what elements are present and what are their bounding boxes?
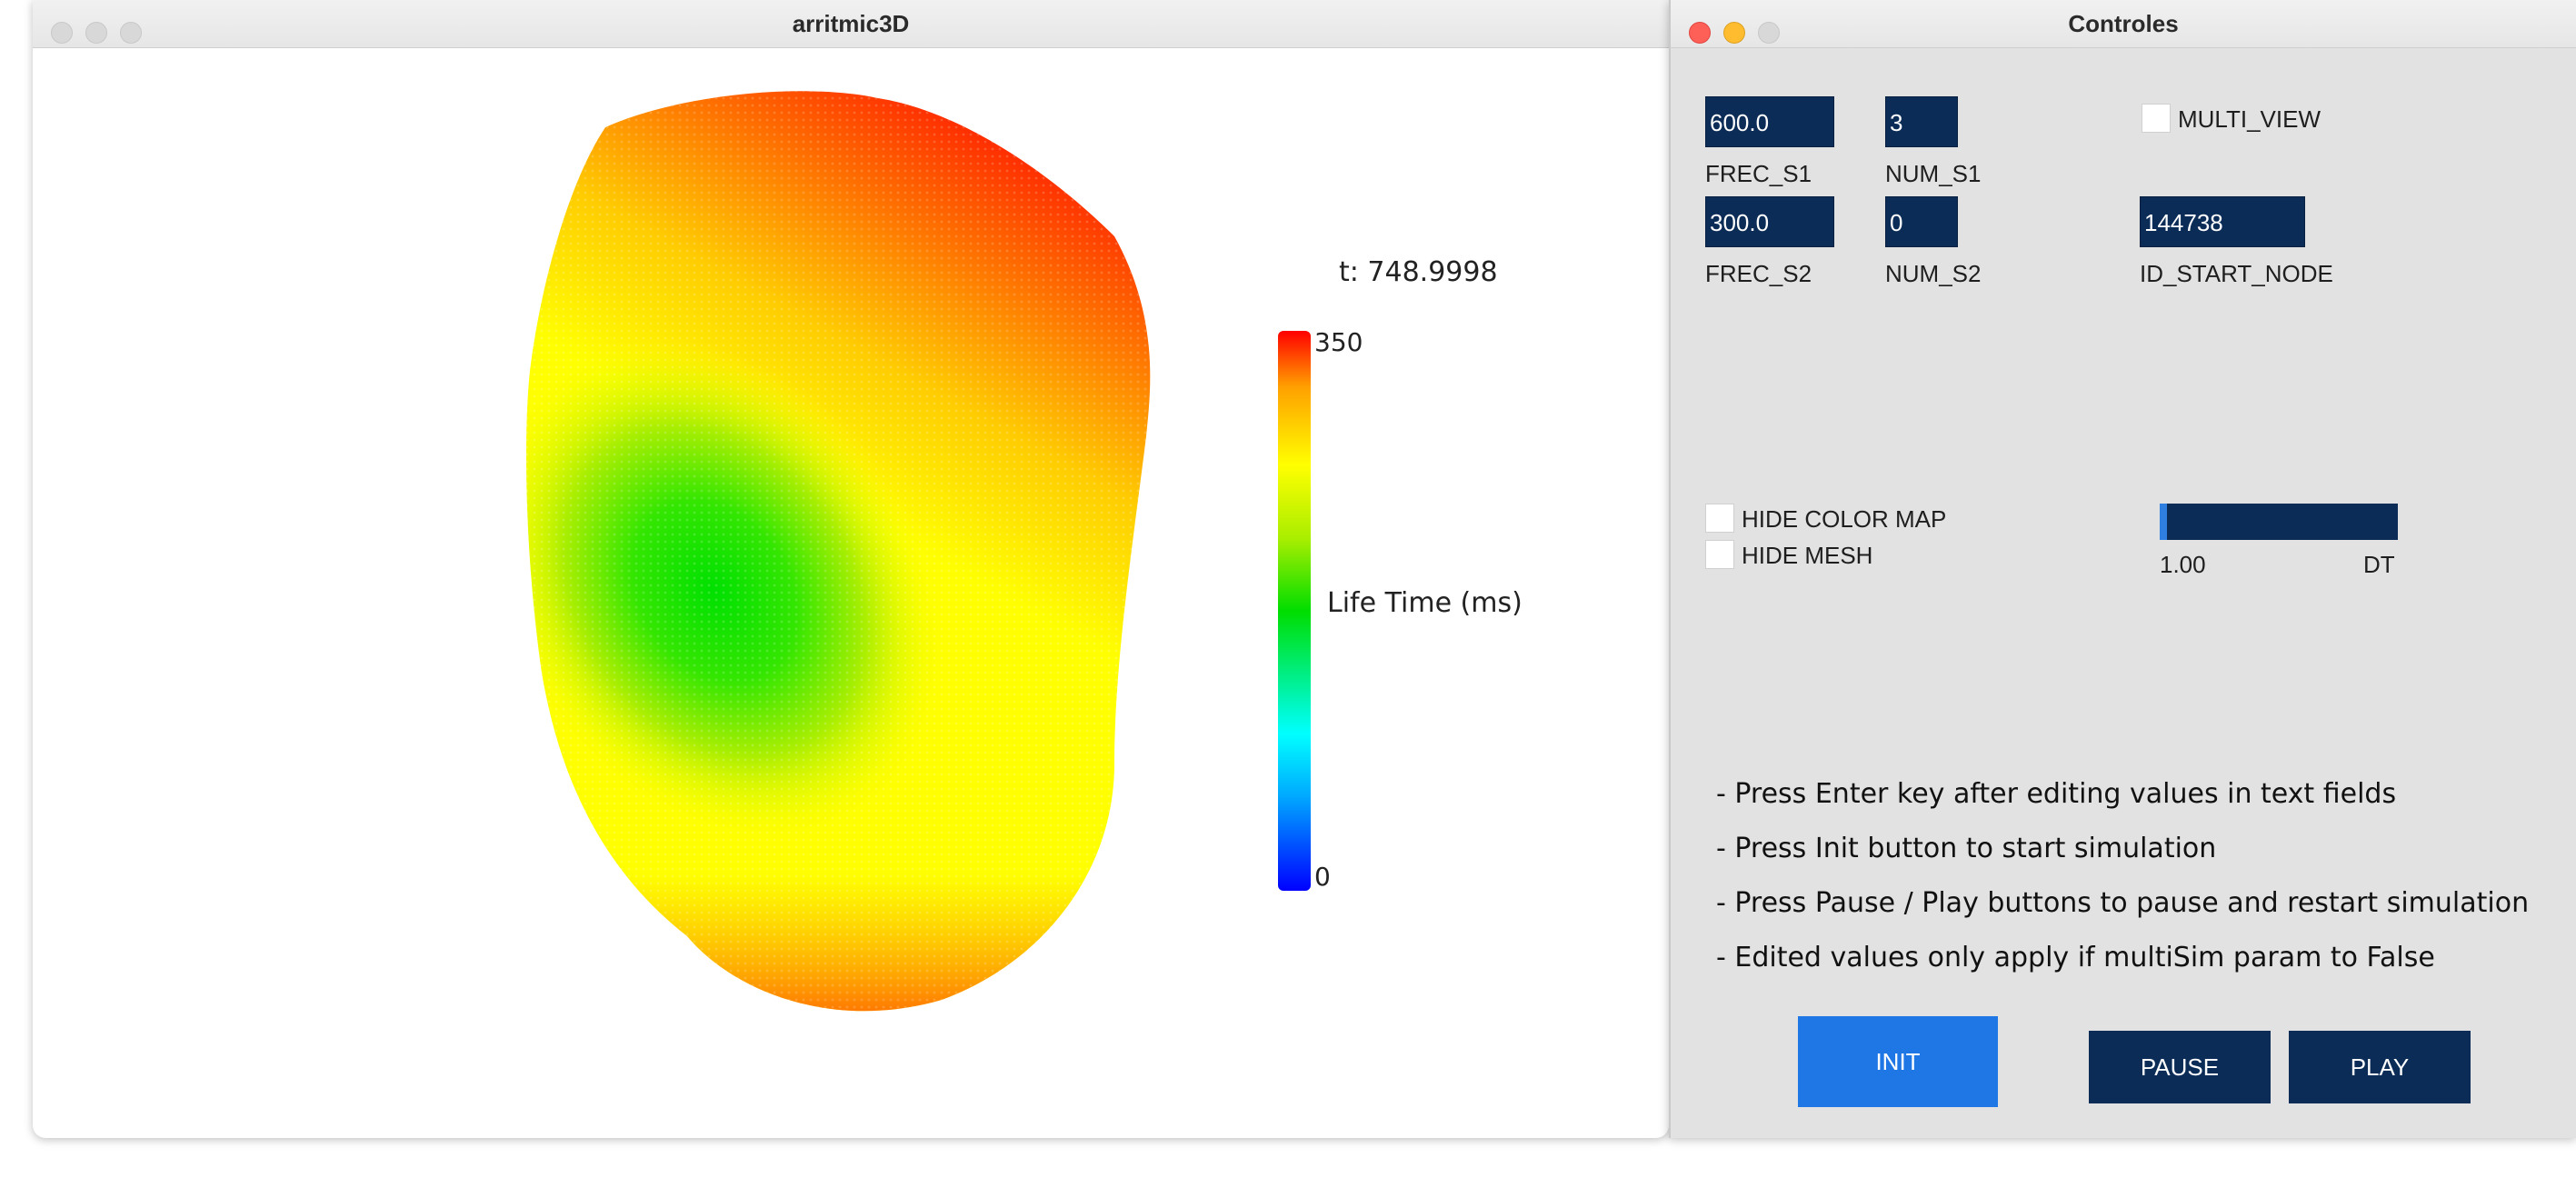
- minimize-button[interactable]: [85, 22, 107, 44]
- minimize-button[interactable]: [1723, 22, 1745, 44]
- viz-window-title: arritmic3D: [792, 10, 910, 37]
- controles-window: Controles 600.0 FREC_S1 3 NUM_S1 MULTI_V…: [1669, 0, 2576, 1138]
- frec-s2-label: FREC_S2: [1705, 260, 1812, 287]
- init-button[interactable]: INIT: [1798, 1016, 1998, 1107]
- num-s2-label: NUM_S2: [1885, 260, 1982, 287]
- simulation-time-label: t: 748.9998: [1339, 256, 1498, 288]
- instruction-line: - Press Enter key after editing values i…: [1716, 778, 2397, 810]
- frec-s2-input[interactable]: 300.0: [1705, 196, 1834, 247]
- dt-label: DT: [2363, 551, 2395, 578]
- pause-button[interactable]: PAUSE: [2089, 1031, 2271, 1103]
- dt-slider[interactable]: [2160, 504, 2398, 540]
- instruction-line: - Press Init button to start simulation: [1716, 833, 2217, 864]
- window-controls: [1689, 12, 1792, 44]
- dt-value: 1.00: [2160, 551, 2206, 578]
- multi-view-label: MULTI_VIEW: [2178, 105, 2321, 133]
- num-s2-input[interactable]: 0: [1885, 196, 1958, 247]
- viz-titlebar: arritmic3D: [33, 0, 1669, 48]
- play-button[interactable]: PLAY: [2289, 1031, 2471, 1103]
- zoom-button[interactable]: [1758, 22, 1780, 44]
- zoom-button[interactable]: [120, 22, 142, 44]
- window-controls: [51, 12, 155, 44]
- num-s1-input[interactable]: 3: [1885, 96, 1958, 147]
- hide-mesh-checkbox[interactable]: [1705, 540, 1734, 569]
- controls-titlebar: Controles: [1671, 0, 2576, 48]
- frec-s1-input[interactable]: 600.0: [1705, 96, 1834, 147]
- close-button[interactable]: [51, 22, 73, 44]
- hide-mesh-label: HIDE MESH: [1742, 542, 1873, 569]
- hide-color-map-label: HIDE COLOR MAP: [1742, 505, 1947, 533]
- controls-window-title: Controles: [2068, 10, 2179, 37]
- id-start-node-input[interactable]: 144738: [2140, 196, 2305, 247]
- arritmic3d-window: arritmic3D: [33, 0, 1669, 1138]
- heart-mesh-heatmap[interactable]: [487, 73, 1251, 1054]
- id-start-node-label: ID_START_NODE: [2140, 260, 2333, 287]
- colorbar: [1278, 331, 1311, 891]
- colorbar-max-label: 350: [1314, 327, 1363, 357]
- frec-s1-label: FREC_S1: [1705, 160, 1812, 187]
- instruction-line: - Edited values only apply if multiSim p…: [1716, 942, 2435, 973]
- multi-view-checkbox[interactable]: [2142, 104, 2171, 133]
- colorbar-min-label: 0: [1314, 862, 1331, 892]
- close-button[interactable]: [1689, 22, 1711, 44]
- instruction-line: - Press Pause / Play buttons to pause an…: [1716, 887, 2530, 919]
- colorbar-title: Life Time (ms): [1327, 587, 1523, 619]
- hide-color-map-checkbox[interactable]: [1705, 504, 1734, 533]
- dt-slider-handle[interactable]: [2160, 504, 2167, 540]
- num-s1-label: NUM_S1: [1885, 160, 1982, 187]
